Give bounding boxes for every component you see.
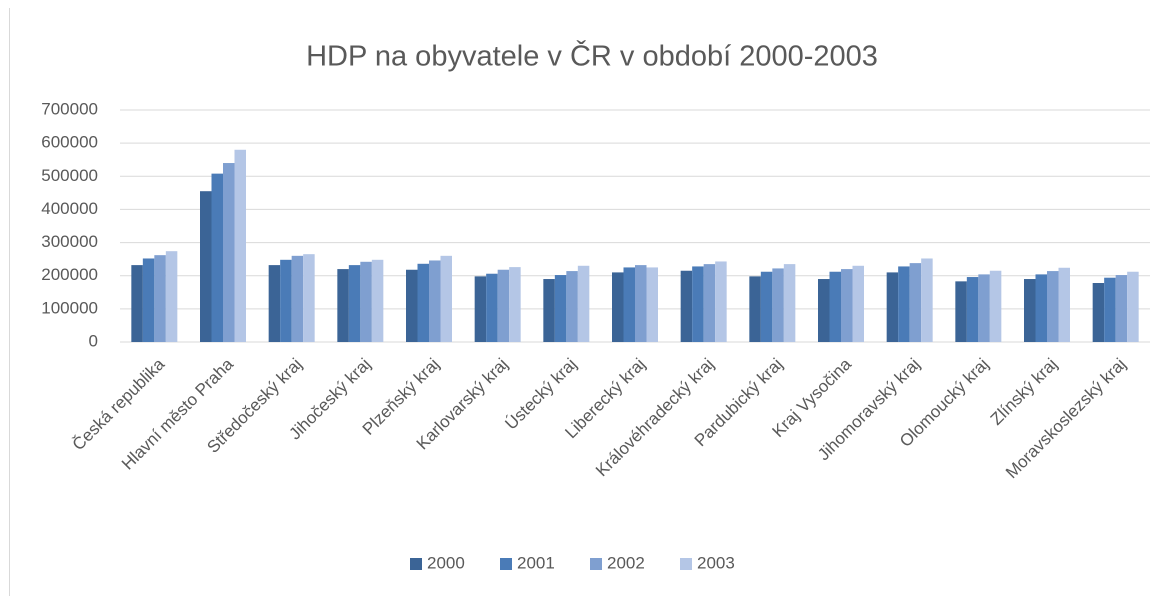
legend-swatch	[680, 558, 692, 570]
bar	[1035, 274, 1047, 342]
bar	[200, 191, 212, 342]
bar	[223, 163, 235, 342]
bar	[440, 255, 452, 342]
bar	[749, 276, 761, 342]
bar	[1058, 267, 1070, 342]
bar	[921, 258, 933, 342]
bar	[635, 265, 647, 342]
bar	[772, 268, 784, 342]
legend-swatch	[590, 558, 602, 570]
bar	[474, 276, 487, 342]
chart-title: HDP na obyvatele v ČR v období 2000-2003	[306, 39, 878, 73]
legend-swatch	[410, 558, 422, 570]
bar	[234, 149, 246, 342]
bar	[623, 267, 635, 342]
bar	[680, 270, 693, 342]
bar	[417, 263, 429, 342]
y-tick-label: 600000	[41, 133, 98, 152]
bar	[1104, 277, 1116, 342]
bar	[554, 275, 567, 342]
bar	[760, 271, 773, 342]
bar	[429, 260, 441, 342]
y-tick-label: 200000	[41, 265, 98, 284]
bar	[612, 272, 624, 342]
bar	[280, 259, 292, 342]
bar	[783, 264, 796, 342]
y-tick-label: 400000	[41, 199, 98, 218]
bar	[543, 279, 555, 342]
bar	[1115, 275, 1128, 342]
bar	[337, 269, 349, 342]
bar	[371, 259, 384, 342]
bar	[1024, 279, 1036, 342]
bar	[268, 265, 281, 342]
bar	[818, 279, 830, 342]
bar	[509, 267, 521, 342]
bar	[577, 265, 590, 342]
legend-swatch	[500, 558, 512, 570]
bar	[715, 261, 727, 342]
bar	[497, 269, 510, 342]
bar	[955, 281, 967, 342]
bar	[989, 270, 1002, 342]
bar	[646, 267, 658, 342]
bar	[978, 274, 990, 342]
bar	[165, 251, 178, 342]
bar	[852, 265, 864, 342]
y-tick-label: 100000	[41, 298, 98, 317]
x-tick-label: Moravskoslezský kraj	[1002, 355, 1130, 483]
legend-label: 2001	[517, 553, 555, 572]
bar	[886, 272, 899, 342]
x-tick-label: Královéhradecký kraj	[592, 355, 718, 481]
legend-label: 2002	[607, 553, 645, 572]
bar	[303, 254, 315, 342]
bar	[566, 271, 578, 342]
bar	[360, 261, 372, 342]
bar	[841, 269, 853, 342]
bar	[348, 265, 361, 342]
x-tick-label: Zlínský kraj	[987, 355, 1061, 429]
x-tick-label: Hlavní město Praha	[118, 354, 237, 473]
bar	[1047, 271, 1059, 342]
y-tick-label: 500000	[41, 166, 98, 185]
bar	[1127, 271, 1139, 342]
bar	[211, 173, 223, 342]
y-tick-label: 700000	[41, 99, 98, 118]
bar	[154, 255, 166, 342]
y-tick-label: 300000	[41, 232, 98, 251]
bar	[703, 264, 716, 342]
bar	[1092, 283, 1105, 342]
bar	[142, 258, 155, 342]
bar	[692, 266, 704, 342]
bar	[406, 269, 418, 342]
bar	[131, 265, 143, 342]
bar	[966, 277, 979, 342]
legend-label: 2000	[427, 553, 465, 572]
bar	[898, 266, 910, 342]
bar	[486, 273, 498, 342]
y-tick-label: 0	[89, 331, 98, 350]
bar	[291, 255, 304, 342]
bar	[829, 271, 841, 342]
bar	[909, 263, 922, 342]
legend-label: 2003	[697, 553, 735, 572]
